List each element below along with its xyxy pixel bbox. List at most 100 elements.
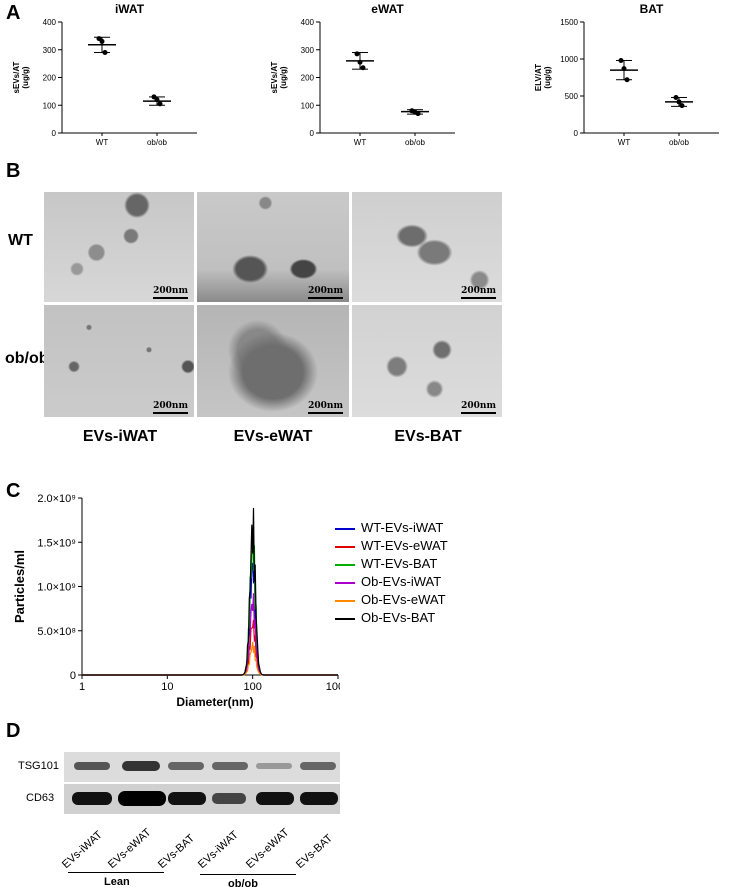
legend-item: WT-EVs-iWAT <box>335 520 443 535</box>
scale-bar: 200nm <box>153 286 188 299</box>
data-point <box>679 103 685 109</box>
panel-label-b: B <box>6 160 21 182</box>
lane-label: EVs-eWAT <box>244 826 292 871</box>
micrograph-obob-iwat: 200nm <box>44 305 194 417</box>
y-tick-label: 0 <box>52 129 57 138</box>
data-point <box>354 51 360 57</box>
y-tick-label: 0 <box>70 670 76 682</box>
lane-label: EVs-iWAT <box>60 828 105 871</box>
lane-label: EVs-eWAT <box>106 826 154 871</box>
group-label-obob: ob/ob <box>228 878 258 890</box>
data-point <box>157 101 163 107</box>
blot-strip-tsg101 <box>64 752 340 782</box>
legend-item: Ob-EVs-BAT <box>335 610 435 625</box>
y-tick-label: 100 <box>43 101 57 110</box>
blot-band <box>122 761 160 771</box>
legend-item: WT-EVs-eWAT <box>335 538 448 553</box>
x-tick-label: 1000 <box>326 681 340 693</box>
y-axis-label: sEVs/AT(ug/g) <box>270 61 288 93</box>
x-tick-label: WT <box>618 138 631 147</box>
scale-bar: 200nm <box>461 401 496 414</box>
y-tick-label: 2.0×10⁹ <box>37 493 76 505</box>
x-tick-label: ob/ob <box>669 138 690 147</box>
col-label-evs-bat: EVs-BAT <box>394 428 462 445</box>
group-line-obob <box>200 874 296 875</box>
y-tick-label: 200 <box>43 74 57 83</box>
y-tick-label: 1500 <box>560 18 578 27</box>
series-line <box>82 562 338 676</box>
blot-label-tsg101: TSG101 <box>18 760 59 772</box>
y-tick-label: 300 <box>43 46 57 55</box>
blot-band <box>256 763 292 769</box>
x-axis-label: Diameter(nm) <box>176 695 253 709</box>
panel-a-charts: iWAT 0 100 200 300 400 sEVs/AT(ug/g) WT ob/ob eWA… <box>12 2 719 147</box>
chart-title: BAT <box>640 2 664 16</box>
lane-label: EVs-BAT <box>294 832 336 871</box>
blot-label-cd63: CD63 <box>26 792 55 804</box>
legend-item: Ob-EVs-iWAT <box>335 574 441 589</box>
series-line <box>82 532 338 676</box>
blot-band <box>118 791 166 806</box>
scale-bar: 200nm <box>308 401 343 414</box>
y-axis-label: sEVs/AT(ug/g) <box>12 61 30 93</box>
y-tick-label: 5.0×10⁸ <box>37 626 76 638</box>
panel-label-c: C <box>6 480 21 502</box>
blot-band <box>212 793 246 804</box>
scale-bar: 200nm <box>461 286 496 299</box>
data-point <box>624 77 630 83</box>
blot-band <box>256 792 294 805</box>
x-tick-label: 1 <box>79 681 85 693</box>
data-point <box>102 50 108 56</box>
series-line <box>82 593 338 676</box>
blot-band <box>212 762 248 770</box>
micrograph-wt-bat: 200nm <box>352 192 502 302</box>
data-point <box>415 111 421 117</box>
blot-band <box>300 762 336 770</box>
x-tick-label: 10 <box>161 681 173 693</box>
data-point <box>676 99 682 105</box>
col-label-evs-iwat: EVs-iWAT <box>82 428 158 445</box>
row-label-wt: WT <box>8 232 33 249</box>
panel-label-d: D <box>6 720 21 742</box>
data-point <box>618 57 624 63</box>
panel-c-chart: 0 5.0×10⁸ 1.0×10⁹ 1.5×10⁹ 2.0×10⁹ 1 10 100 1000 D… <box>12 493 340 709</box>
data-point <box>357 59 363 65</box>
y-tick-label: 200 <box>301 74 315 83</box>
col-label-evs-ewat: EVs-eWAT <box>233 428 313 445</box>
y-tick-label: 100 <box>301 101 315 110</box>
series-line <box>82 641 338 676</box>
x-tick-label: ob/ob <box>405 138 426 147</box>
legend-item: WT-EVs-BAT <box>335 556 437 571</box>
row-label-obob: ob/ob <box>5 350 49 367</box>
data-point <box>99 38 105 44</box>
x-tick-label: ob/ob <box>147 138 168 147</box>
panel-label-a: A <box>6 2 21 24</box>
data-point <box>673 94 679 100</box>
group-line-lean <box>68 872 164 873</box>
scale-bar: 200nm <box>308 286 343 299</box>
y-tick-label: 1.5×10⁹ <box>37 537 76 549</box>
y-tick-label: 400 <box>301 18 315 27</box>
lane-label: EVs-BAT <box>156 832 198 871</box>
y-tick-label: 0 <box>310 129 315 138</box>
legend-item: Ob-EVs-eWAT <box>335 592 446 607</box>
x-tick-label: WT <box>354 138 367 147</box>
y-axis-label: ELV/AT(ug/g) <box>534 64 552 91</box>
blot-strip-cd63 <box>64 784 340 814</box>
chart-title: eWAT <box>371 2 404 16</box>
blot-band <box>72 792 112 805</box>
y-axis-label: Particles/ml <box>12 550 27 623</box>
scale-bar: 200nm <box>153 401 188 414</box>
data-point <box>621 66 627 72</box>
data-point <box>154 97 160 103</box>
y-tick-label: 400 <box>43 18 57 27</box>
data-point <box>360 65 366 71</box>
y-tick-label: 1000 <box>560 55 578 64</box>
group-label-lean: Lean <box>104 876 130 888</box>
micrograph-wt-iwat: 200nm <box>44 192 194 302</box>
y-tick-label: 500 <box>565 92 579 101</box>
y-tick-label: 300 <box>301 46 315 55</box>
micrograph-obob-bat: 200nm <box>352 305 502 417</box>
y-tick-label: 0 <box>574 129 579 138</box>
chart-title: iWAT <box>115 2 145 16</box>
